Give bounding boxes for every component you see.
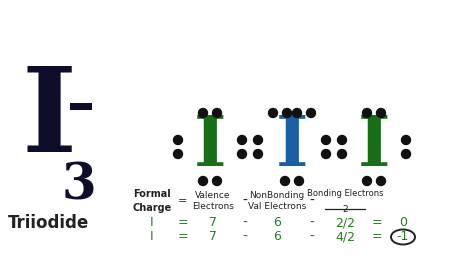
Circle shape <box>321 135 330 144</box>
Text: I: I <box>22 62 77 177</box>
Text: I: I <box>194 113 226 180</box>
Text: 2: 2 <box>342 205 348 214</box>
Circle shape <box>199 108 208 117</box>
Text: =: = <box>178 217 188 229</box>
Text: 4/2: 4/2 <box>335 231 355 244</box>
Circle shape <box>173 135 182 144</box>
Text: =: = <box>178 196 188 206</box>
Text: -: - <box>243 216 247 230</box>
Circle shape <box>281 176 290 186</box>
Circle shape <box>292 108 301 117</box>
Text: Bonding Electrons: Bonding Electrons <box>307 189 383 198</box>
Text: Valence
Electrons: Valence Electrons <box>192 191 234 211</box>
Circle shape <box>401 135 410 144</box>
Circle shape <box>401 149 410 158</box>
Text: -1: -1 <box>397 231 409 244</box>
Text: I: I <box>150 217 154 229</box>
Text: 6: 6 <box>273 217 281 229</box>
Text: 0: 0 <box>399 217 407 229</box>
Text: 2/2: 2/2 <box>335 217 355 229</box>
Circle shape <box>307 108 316 117</box>
Text: =: = <box>372 231 383 244</box>
Text: I: I <box>150 231 154 244</box>
Circle shape <box>212 108 221 117</box>
Circle shape <box>237 135 246 144</box>
Circle shape <box>283 108 292 117</box>
Circle shape <box>294 176 303 186</box>
FancyBboxPatch shape <box>70 103 92 110</box>
Circle shape <box>337 135 346 144</box>
Text: Triiodide: Triiodide <box>8 214 89 232</box>
Text: I: I <box>276 113 308 180</box>
Circle shape <box>254 149 263 158</box>
Circle shape <box>237 149 246 158</box>
Text: -: - <box>310 230 314 244</box>
Text: Formal
Charge: Formal Charge <box>132 189 172 213</box>
Text: 7: 7 <box>209 217 217 229</box>
Text: -: - <box>310 216 314 230</box>
Text: -: - <box>243 230 247 244</box>
Circle shape <box>268 108 277 117</box>
Text: I: I <box>358 113 390 180</box>
Circle shape <box>173 149 182 158</box>
Circle shape <box>376 108 385 117</box>
Circle shape <box>321 149 330 158</box>
Circle shape <box>363 176 372 186</box>
Circle shape <box>199 176 208 186</box>
Text: -: - <box>243 194 247 208</box>
Text: =: = <box>372 217 383 229</box>
Text: NonBonding
Val Electrons: NonBonding Val Electrons <box>248 191 306 211</box>
Circle shape <box>212 176 221 186</box>
Circle shape <box>254 135 263 144</box>
Text: 3: 3 <box>62 161 97 210</box>
Text: 7: 7 <box>209 231 217 244</box>
Text: -: - <box>310 194 314 208</box>
Text: 6: 6 <box>273 231 281 244</box>
Circle shape <box>363 108 372 117</box>
Circle shape <box>376 176 385 186</box>
Circle shape <box>337 149 346 158</box>
Text: =: = <box>178 231 188 244</box>
